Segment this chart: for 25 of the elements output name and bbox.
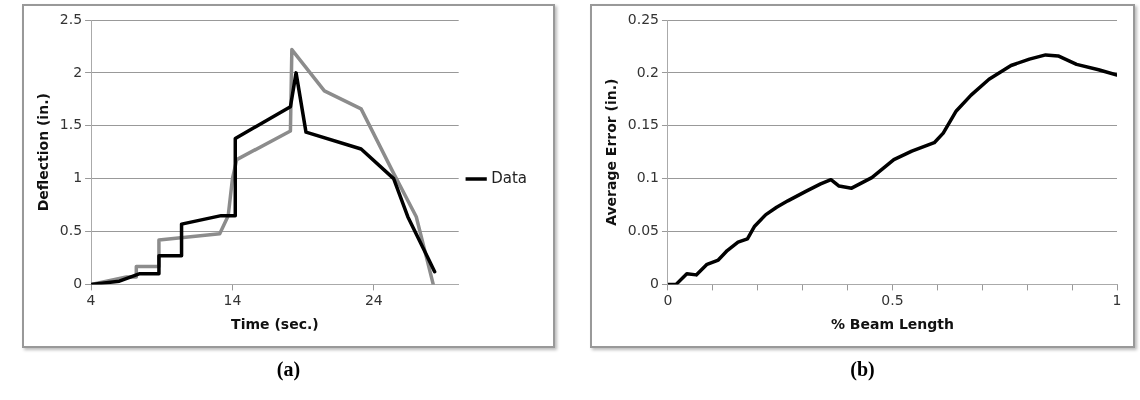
y-tick-label: 1.5: [59, 116, 83, 133]
y-tick-label: 1: [73, 169, 83, 186]
text: (a): [275, 358, 302, 381]
y-tick-label: 2.5: [59, 10, 83, 27]
y-tick-label: 0.05: [627, 222, 659, 239]
x-tick-label: 0: [663, 292, 673, 309]
y-tick-label: 0.5: [59, 222, 83, 239]
y-tick-label: 0.15: [627, 116, 659, 133]
x-tick-label: 24: [364, 292, 383, 309]
y-axis-title: Deflection (in.): [35, 93, 52, 212]
x-tick-label: 4: [86, 292, 96, 309]
y-tick-label: 0: [650, 275, 659, 292]
x-tick-label: 1: [1112, 292, 1122, 309]
legend-label: Data: [491, 168, 528, 187]
x-axis-title: Time (sec.): [231, 316, 319, 333]
y-tick-label: 0: [73, 275, 83, 292]
y-tick-label: 0.2: [636, 63, 659, 80]
y-tick-label: 0.25: [627, 10, 659, 27]
x-axis-title: % Beam Length: [830, 316, 955, 333]
y-axis-title: Average Error (in.): [603, 78, 620, 226]
y-tick-label: 0.1: [636, 169, 659, 186]
y-tick-label: 2: [73, 63, 83, 80]
x-tick-label: 0.5: [881, 292, 904, 309]
x-tick-label: 14: [223, 292, 242, 309]
text: (b): [849, 358, 876, 381]
